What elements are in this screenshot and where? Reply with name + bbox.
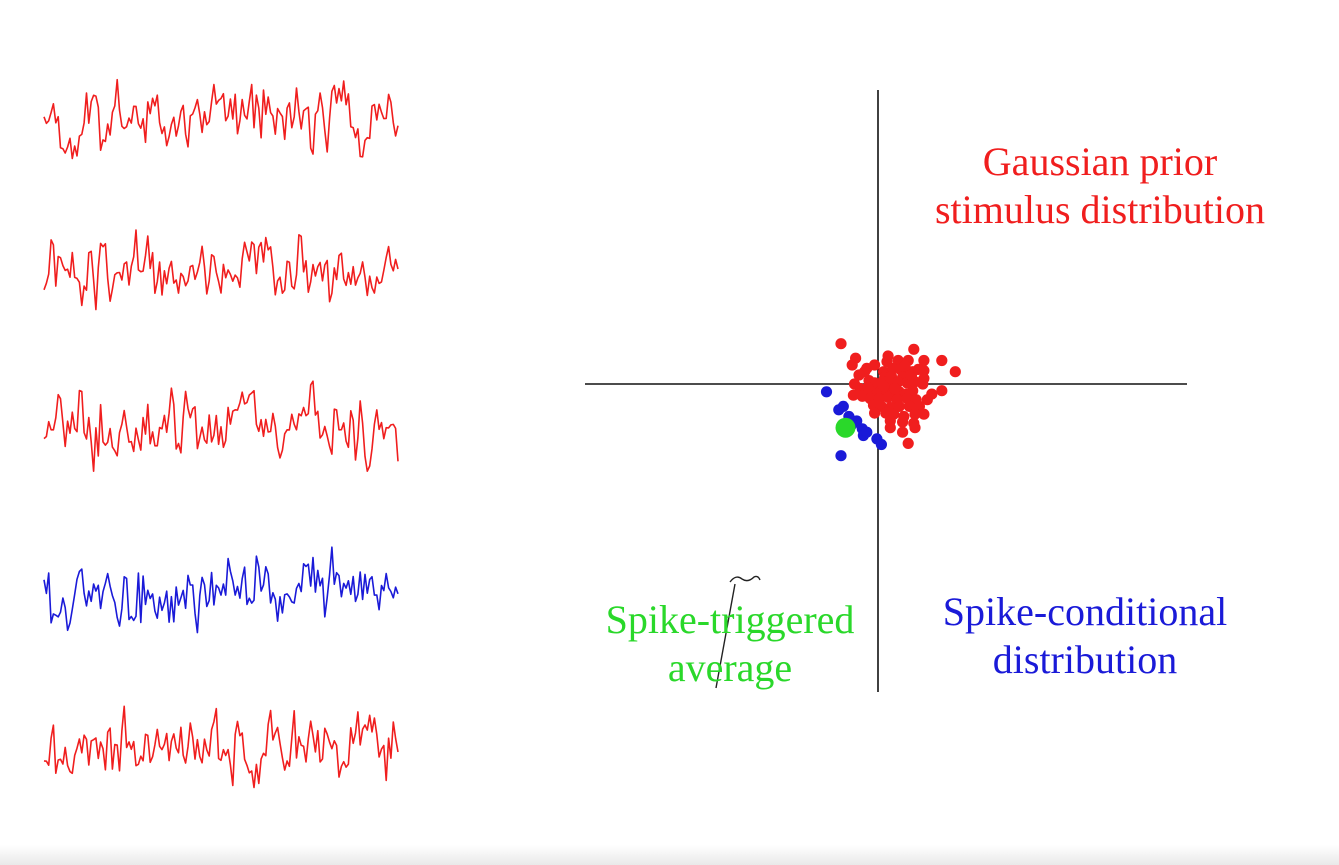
- conditional-point: [820, 386, 833, 398]
- prior-point: [897, 426, 909, 438]
- prior-point: [897, 416, 909, 428]
- prior-point: [936, 385, 948, 397]
- conditional-point: [835, 450, 847, 462]
- prior-point: [909, 408, 921, 420]
- prior-point: [908, 343, 920, 355]
- prior-point: [862, 381, 874, 393]
- prior-point: [893, 400, 905, 412]
- gaussian-label-line1: Gaussian prior: [982, 139, 1218, 184]
- stimulus-trace-4: [43, 546, 399, 634]
- stimulus-traces: [43, 78, 399, 789]
- prior-point: [904, 369, 917, 381]
- prior-point: [936, 354, 948, 367]
- prior-point: [878, 380, 890, 392]
- prior-point: [918, 354, 930, 367]
- prior-point: [869, 407, 881, 419]
- prior-point: [889, 382, 901, 395]
- prior-point: [835, 338, 847, 350]
- conditional-point: [861, 426, 873, 438]
- scd-label-line1: Spike-conditional: [942, 589, 1228, 634]
- prior-point: [921, 394, 933, 406]
- prior-point: [848, 378, 861, 390]
- prior-point: [853, 369, 865, 381]
- prior-point: [949, 366, 961, 378]
- prior-point: [882, 350, 894, 362]
- annotation-pointer: [715, 575, 761, 689]
- video-bottom-bar: [0, 845, 1339, 865]
- prior-point: [846, 359, 858, 371]
- stimulus-trace-3: [43, 380, 399, 473]
- sta-label-line1: Spike-triggered: [605, 597, 855, 642]
- prior-point: [903, 400, 915, 412]
- gaussian-prior-label: Gaussian prior stimulus distribution: [900, 138, 1300, 234]
- prior-point: [902, 437, 914, 449]
- spike-conditional-distribution-label: Spike-conditional distribution: [905, 588, 1265, 684]
- prior-point: [899, 360, 911, 372]
- gaussian-label-line2: stimulus distribution: [934, 187, 1266, 232]
- stimulus-trace-2: [43, 229, 399, 311]
- prior-point: [917, 378, 929, 390]
- prior-point: [912, 363, 924, 375]
- stimulus-scatter-plot: [585, 90, 1187, 692]
- scd-label-line2: distribution: [992, 637, 1178, 682]
- conditional-point: [833, 404, 845, 416]
- prior-point: [918, 408, 930, 420]
- conditional-point: [875, 438, 887, 451]
- prior-point: [909, 422, 921, 434]
- sta-point: [835, 417, 856, 438]
- stimulus-trace-5: [43, 705, 399, 789]
- stimulus-trace-1: [43, 78, 399, 160]
- prior-point: [884, 422, 896, 434]
- prior-point: [907, 385, 919, 397]
- prior-point: [869, 359, 881, 371]
- spike-triggered-average-label: Spike-triggered average: [580, 596, 880, 692]
- prior-point: [847, 389, 859, 401]
- sta-label-line2: average: [667, 645, 793, 690]
- prior-point: [882, 391, 894, 403]
